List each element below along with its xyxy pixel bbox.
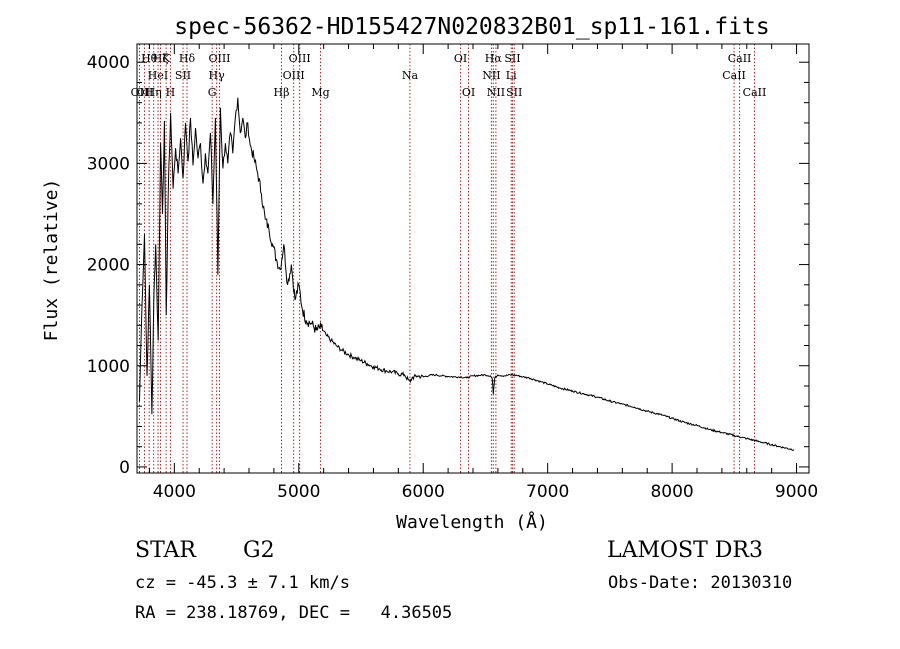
spectral-line-label: OI (462, 86, 475, 99)
x-tick-label: 4000 (153, 482, 196, 502)
axis-ticks: 4000 5000 6000 7000 8000 9000 0 1000 2000 3000 400… (87, 44, 818, 502)
y-tick-label: 0 (119, 458, 130, 478)
x-tick-label: 9000 (775, 482, 818, 502)
spectral-line-label: Hα (485, 52, 503, 65)
flux-series-layer (139, 97, 795, 451)
y-tick-label: 2000 (87, 256, 130, 276)
spectral-line-label: SII (506, 86, 522, 99)
spectral-line-label: Hη (146, 86, 162, 99)
redshift-cz: cz = -45.3 ± 7.1 km/s (135, 573, 350, 593)
spectral-line-label: HeI (148, 69, 168, 82)
y-tick-label: 3000 (87, 154, 130, 174)
chart-title: spec-56362-HD155427N020832B01_sp11-161.f… (174, 14, 769, 40)
observation-date: Obs-Date: 20130310 (608, 573, 793, 593)
spectral-line-label: H (166, 86, 176, 99)
x-tick-label: 8000 (650, 482, 693, 502)
spectral-line-label: OII (136, 86, 154, 99)
spectral-line-label: SII (175, 69, 191, 82)
spectral-line-label: OIII (283, 69, 305, 82)
flux-series-line (139, 97, 795, 451)
spectral-line-label: CaII (743, 86, 767, 99)
spectral-line-label: G (208, 86, 217, 99)
spectral-line-label: K (162, 52, 171, 65)
x-tick-label: 7000 (526, 482, 569, 502)
spectral-line-label: Na (402, 69, 419, 82)
spectral-line-label: CaII (722, 69, 746, 82)
survey-name: LAMOST DR3 (607, 538, 763, 563)
spectral-line-label: Mg (311, 86, 329, 99)
spectral-line-label: Li (506, 69, 517, 82)
x-tick-label: 6000 (402, 482, 445, 502)
spectral-line-label: Hδ (179, 52, 196, 65)
spectral-line-label: NII (482, 69, 500, 82)
y-tick-label: 4000 (87, 53, 130, 73)
x-tick-label: 5000 (277, 482, 320, 502)
spectral-line-label: Hζ (153, 52, 169, 65)
spectral-line-label: NII (487, 86, 505, 99)
spectral-line-label: OIII (208, 52, 230, 65)
plot-frame (136, 43, 810, 474)
spectral-line-label: OIII (289, 52, 311, 65)
x-axis-label: Wavelength (Å) (396, 511, 548, 533)
y-tick-label: 1000 (87, 357, 130, 377)
spectral-line-label: SII (504, 52, 520, 65)
y-axis-label: Flux (relative) (41, 179, 62, 342)
spectral-line-label: Hθ (141, 52, 158, 65)
coordinates: RA = 238.18769, DEC = 4.36505 (135, 603, 453, 623)
spectral-line-label: OI (454, 52, 467, 65)
spectral-line-label: OII (131, 86, 149, 99)
spectral-line-label: Hβ (274, 86, 290, 99)
spectral-line-markers (138, 44, 755, 473)
spectral-line-label: CaII (728, 52, 752, 65)
spectral-line-label: Hγ (209, 69, 226, 82)
object-class: STAR (135, 538, 196, 563)
object-subclass: G2 (243, 538, 275, 563)
